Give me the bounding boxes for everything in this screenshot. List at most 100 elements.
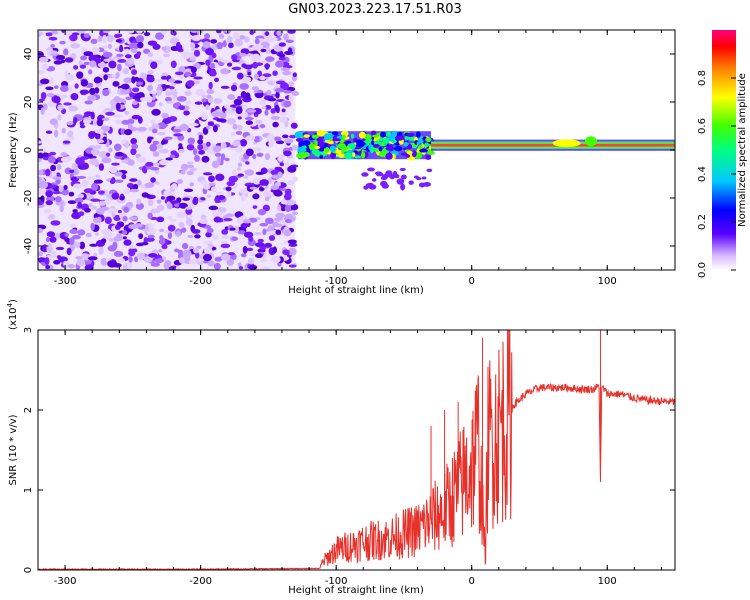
noise-blob — [208, 70, 217, 77]
noise-blob — [40, 91, 47, 100]
noise-blob — [239, 188, 249, 195]
signal-blob — [413, 175, 419, 179]
snr-y-axis-label: SNR (10 * v/v) — [8, 414, 19, 485]
noise-blob — [158, 102, 163, 107]
y-tick-label: 0 — [23, 147, 34, 153]
x-tick-label: -100 — [325, 576, 348, 587]
noise-blob — [231, 66, 242, 71]
noise-blob — [287, 180, 295, 186]
noise-blob — [105, 111, 115, 116]
noise-blob — [123, 206, 129, 213]
signal-blob — [361, 172, 369, 177]
noise-blob — [56, 255, 62, 259]
noise-blob — [38, 180, 48, 189]
noise-blob — [45, 32, 53, 37]
noise-blob — [206, 94, 212, 99]
signal-blob — [295, 137, 304, 143]
colorbar-label: Normalized spectral amplitude — [737, 73, 748, 227]
noise-blob — [277, 171, 283, 178]
noise-blob — [292, 72, 297, 78]
noise-blob — [101, 35, 108, 44]
noise-blob — [201, 94, 207, 99]
noise-blob — [76, 30, 86, 34]
x-tick-label: 0 — [469, 276, 475, 287]
noise-blob — [189, 42, 196, 49]
noise-blob — [50, 220, 61, 226]
signal-blob — [372, 178, 377, 182]
noise-blob — [154, 181, 160, 185]
noise-blob — [243, 111, 248, 118]
noise-blob — [204, 33, 210, 40]
noise-blob — [245, 135, 256, 141]
noise-blob — [198, 134, 204, 141]
noise-blob — [176, 95, 187, 102]
noise-blob — [80, 79, 89, 87]
noise-blob — [229, 227, 236, 231]
snr-axes: -300 -200 -100 0 100 0 1 2 3 — [23, 327, 675, 587]
noise-blob — [135, 202, 145, 210]
noise-blob — [289, 203, 299, 211]
noise-blob — [292, 211, 298, 216]
noise-blob — [275, 91, 280, 99]
spectrogram-y-axis-label: Frequency (Hz) — [8, 112, 19, 188]
noise-blob — [260, 259, 268, 263]
x-tick-label: 100 — [598, 276, 617, 287]
noise-blob — [189, 122, 199, 127]
noise-blob — [278, 187, 287, 192]
noise-blob — [253, 88, 258, 94]
x-tick-label: -300 — [54, 576, 77, 587]
noise-blob — [176, 211, 187, 219]
noise-blob — [216, 42, 224, 50]
noise-blob — [152, 151, 160, 157]
noise-blob — [148, 90, 157, 94]
noise-blob — [69, 228, 78, 235]
noise-blob — [105, 152, 111, 157]
noise-blob — [73, 183, 82, 189]
noise-blob — [95, 174, 101, 179]
noise-blob — [66, 121, 74, 126]
noise-blob — [224, 104, 230, 109]
snr-y-multiplier-close: ) — [8, 299, 19, 303]
noise-blob — [160, 196, 165, 200]
y-tick-label: 40 — [23, 48, 34, 61]
noise-blob — [220, 142, 227, 149]
noise-blob — [208, 175, 215, 183]
noise-blob — [253, 147, 262, 152]
signal-blob — [416, 141, 420, 145]
noise-blob — [252, 205, 258, 209]
noise-blob — [38, 98, 45, 102]
noise-blob — [146, 85, 152, 91]
noise-blob — [221, 229, 229, 235]
signal-blob — [425, 154, 432, 160]
noise-blob — [275, 60, 284, 68]
noise-blob — [283, 229, 292, 237]
noise-blob — [220, 243, 231, 249]
noise-blob — [159, 228, 165, 233]
noise-blob — [273, 136, 282, 142]
noise-blob — [131, 114, 141, 120]
noise-blob — [168, 78, 176, 83]
signal-blob — [372, 134, 380, 138]
signal-blob — [400, 152, 409, 156]
noise-blob — [161, 112, 169, 119]
noise-blob — [187, 137, 196, 145]
signal-blob — [303, 134, 310, 138]
noise-blob — [237, 116, 242, 120]
noise-blob — [230, 84, 238, 92]
noise-blob — [91, 148, 100, 156]
noise-blob — [274, 104, 280, 112]
noise-blob — [286, 199, 297, 205]
signal-blob — [411, 150, 417, 158]
noise-blob — [185, 218, 193, 227]
noise-blob — [283, 192, 292, 201]
noise-blob — [206, 194, 212, 198]
noise-blob — [60, 85, 69, 93]
signal-blob — [354, 155, 362, 159]
noise-blob — [147, 234, 155, 239]
noise-blob — [165, 90, 172, 97]
noise-blob — [270, 115, 281, 121]
noise-blob — [169, 154, 176, 159]
noise-blob — [260, 266, 271, 270]
noise-blob — [121, 173, 127, 180]
noise-blob — [170, 150, 178, 155]
